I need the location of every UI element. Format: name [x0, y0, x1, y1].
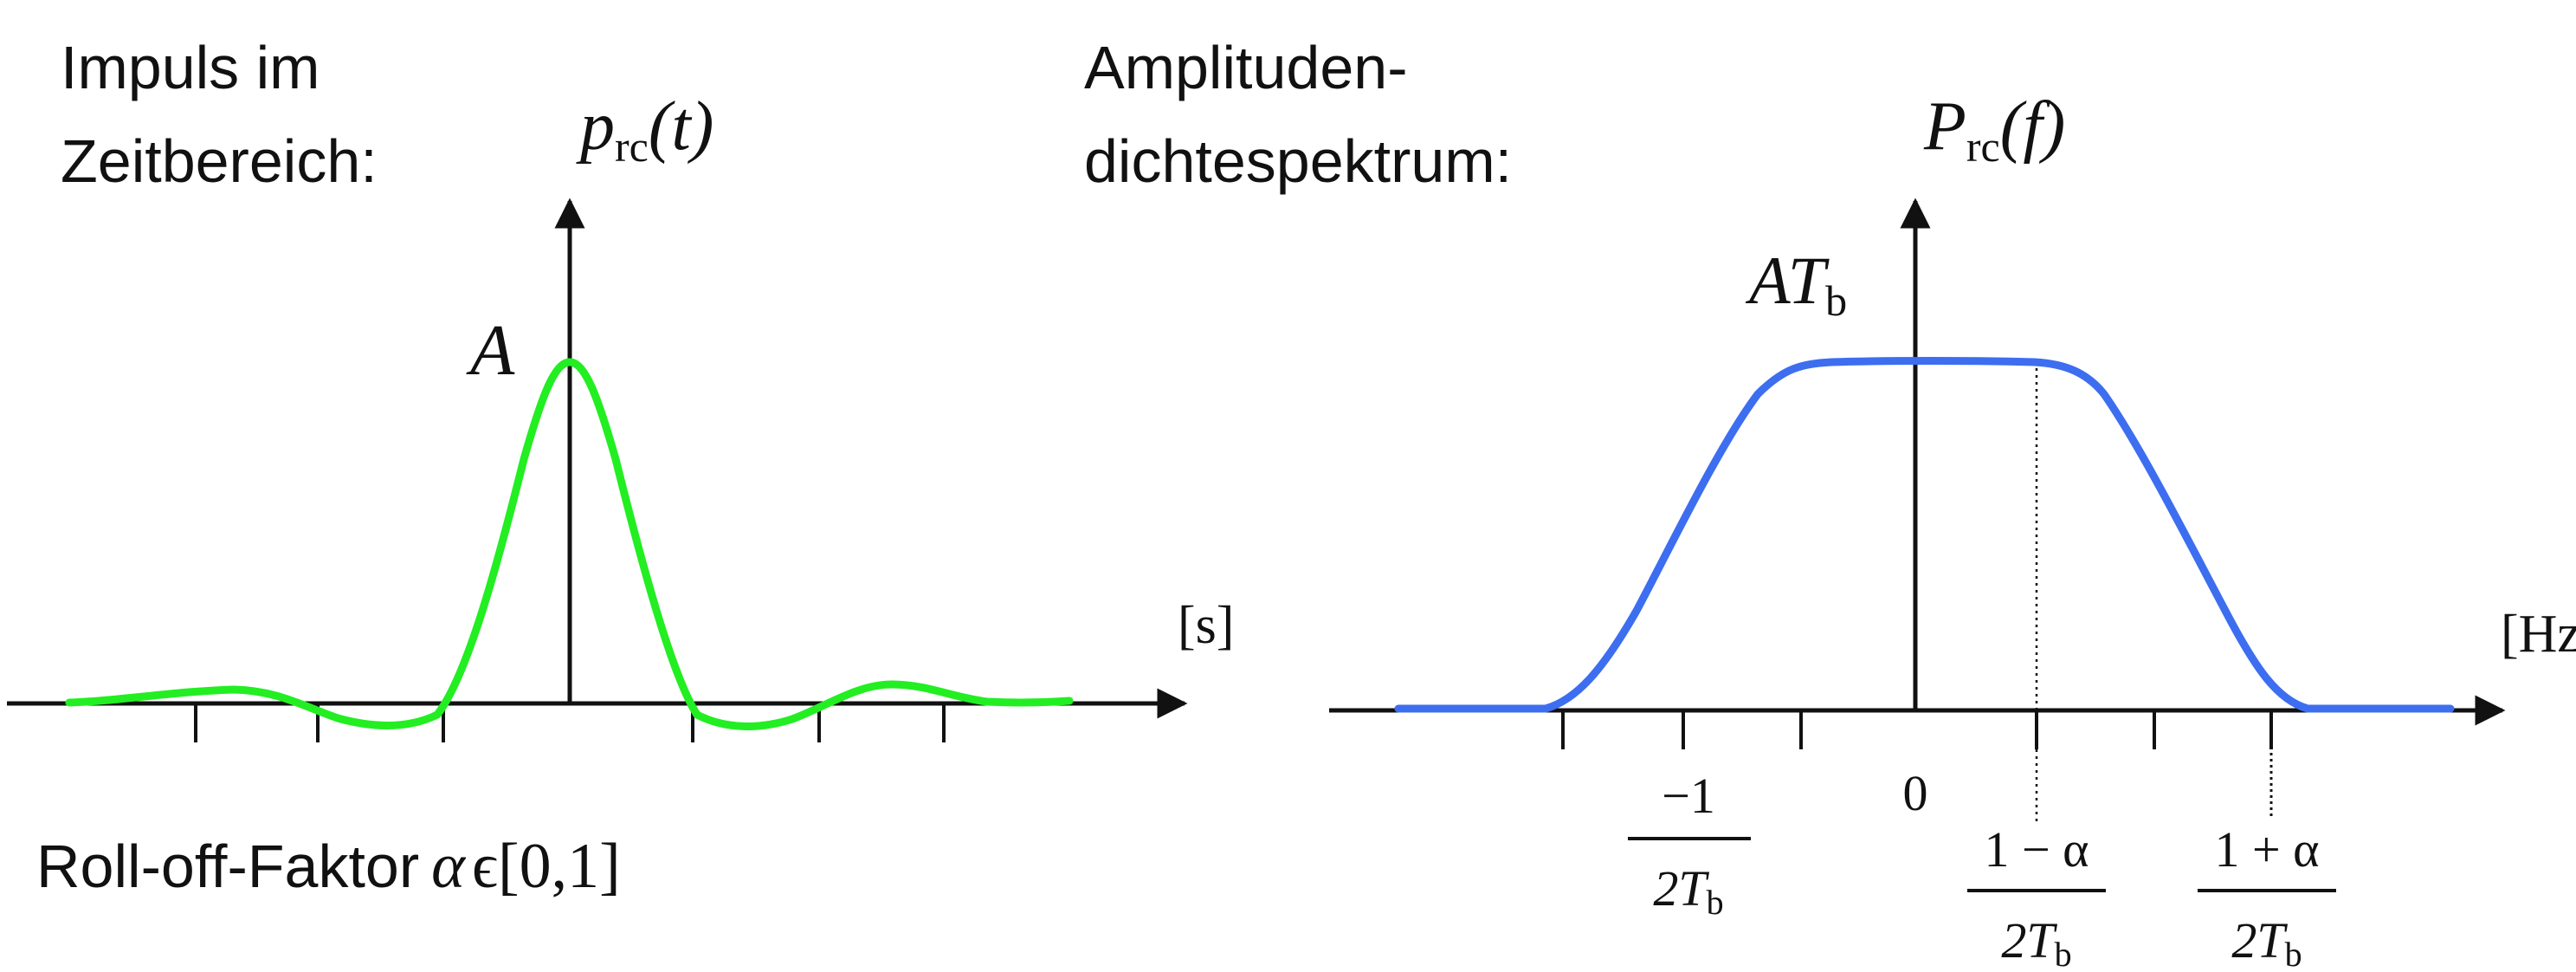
svg-text:1 + α: 1 + α: [2214, 821, 2319, 878]
raised-cosine-pulse-curve: [65, 358, 1074, 730]
right-heading-line2: dichtespektrum:: [1084, 127, 1512, 195]
tick-label-one-plus-alpha-over-2tb: 1 + α 2Tb: [2198, 821, 2336, 972]
zero-tick-label: 0: [1903, 765, 1928, 821]
right-heading-line1: Amplituden-: [1084, 34, 1408, 101]
rolloff-factor-label: Roll-off-Faktor α ϵ[0,1]: [36, 831, 621, 902]
svg-text:2Tb: 2Tb: [2001, 912, 2071, 972]
svg-text:2Tb: 2Tb: [2231, 912, 2302, 972]
peak-amplitude-label: A: [466, 310, 515, 391]
tick-label-minus-one-over-2tb: −1 2Tb: [1628, 768, 1751, 922]
frequency-unit-label: [Hz]: [2501, 605, 2576, 664]
time-domain-panel: Impuls im Zeitbereich: prc(t) A [s] Roll…: [7, 34, 1234, 902]
svg-text:−1: −1: [1662, 768, 1715, 824]
time-unit-label: [s]: [1178, 596, 1234, 655]
left-heading-line1: Impuls im: [61, 34, 320, 101]
spectrum-level-label: ATb: [1745, 243, 1847, 325]
spectrum-function-label: Prc(f): [1923, 88, 2065, 171]
svg-text:1 − α: 1 − α: [1984, 821, 2089, 878]
frequency-domain-panel: Amplituden- dichtespektrum: Prc(f) ATb […: [1084, 34, 2576, 972]
time-function-label: prc(t): [576, 88, 713, 171]
tick-label-one-minus-alpha-over-2tb: 1 − α 2Tb: [1967, 821, 2106, 972]
left-heading-line2: Zeitbereich:: [61, 127, 378, 195]
svg-text:2Tb: 2Tb: [1653, 860, 1723, 922]
frequency-axis-ticks: [1561, 710, 2273, 749]
raised-cosine-spectrum-curve: [1394, 357, 2455, 713]
